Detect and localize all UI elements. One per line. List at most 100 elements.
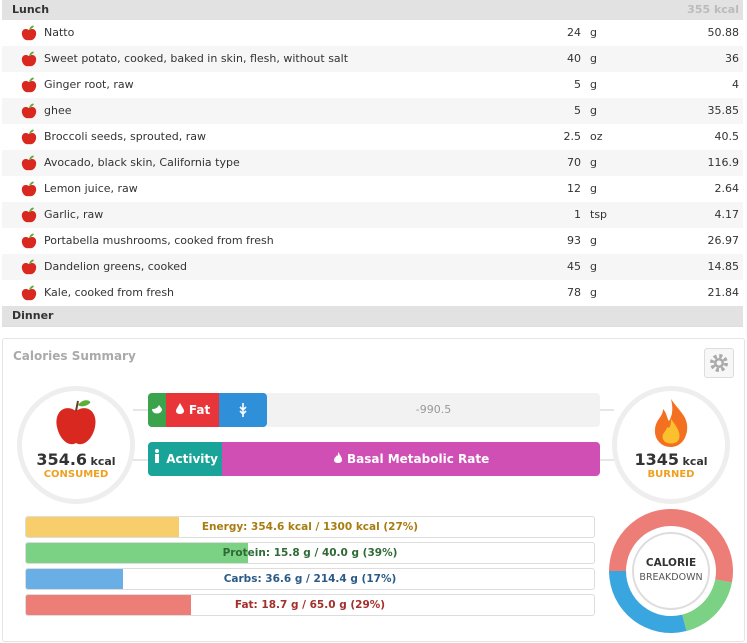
center-label: BREAKDOWN — [639, 572, 702, 583]
food-list: Natto 24 g 50.88 Sweet potato, cooked, baked… — [0, 20, 747, 306]
connector — [598, 459, 614, 461]
calorie-breakdown-chart: CALORIE BREAKDOWN — [609, 508, 733, 633]
apple-leaf — [29, 259, 34, 264]
food-name: Lemon juice, raw — [44, 182, 138, 195]
food-name: Broccoli seeds, sprouted, raw — [44, 130, 206, 143]
donut-segment — [682, 579, 732, 632]
food-row: Ginger root, raw 5 g 4 — [2, 72, 743, 98]
food-kcal: 35.85 — [707, 104, 740, 117]
donut-segment — [609, 508, 733, 583]
apple-leaf — [29, 181, 34, 186]
burned-circle: 1345 kcal BURNED — [612, 386, 730, 504]
apple-icon — [21, 51, 37, 67]
apple-icon — [21, 129, 37, 145]
apple-body — [21, 288, 37, 301]
progress-label: Fat: 18.7 g / 65.0 g (29%) — [234, 599, 386, 611]
food-row: Lemon juice, raw 12 g 2.64 — [2, 176, 743, 202]
button-label: Basal Metabolic Rate — [346, 452, 490, 466]
food-unit: g — [590, 52, 597, 65]
lunch-header: Lunch 355 kcal — [2, 0, 743, 20]
button-label: Fat — [188, 403, 211, 417]
unit: kcal — [90, 455, 116, 468]
icon — [155, 449, 160, 463]
apple-leaf — [29, 285, 34, 290]
settings-button[interactable] — [704, 348, 734, 378]
bmr-button[interactable]: Basal Metabolic Rate — [222, 442, 600, 476]
apple-body — [21, 158, 37, 171]
apple-icon — [21, 259, 37, 275]
icon — [333, 452, 342, 463]
progress-fill — [26, 569, 123, 589]
apple-body — [21, 262, 37, 275]
food-amount: 93 — [567, 234, 581, 247]
food-kcal: 36 — [725, 52, 739, 65]
progress-label: Protein: 15.8 g / 40.0 g (39%) — [222, 547, 398, 559]
apple-icon — [21, 207, 37, 223]
food-kcal: 116.9 — [707, 156, 740, 169]
apple-leaf — [29, 233, 34, 238]
section-title: Dinner — [12, 309, 54, 322]
panel-title: Calories Summary — [13, 349, 136, 363]
progress-fill — [26, 543, 248, 563]
food-unit: oz — [590, 130, 603, 143]
food-row: Sweet potato, cooked, baked in skin, fle… — [2, 46, 743, 72]
connector — [133, 409, 149, 411]
food-amount: 78 — [567, 286, 581, 299]
food-row: Kale, cooked from fresh 78 g 21.84 — [2, 280, 743, 306]
food-name: ghee — [44, 104, 72, 117]
apple-body — [21, 210, 37, 223]
fat-button[interactable]: Fat — [166, 393, 219, 427]
apple-body — [21, 236, 37, 249]
burned-value: 1345 — [634, 450, 679, 469]
apple-icon — [21, 181, 37, 197]
apple-body — [21, 132, 37, 145]
apple-icon — [21, 103, 37, 119]
food-kcal: 21.84 — [707, 286, 740, 299]
food-name: Kale, cooked from fresh — [44, 286, 175, 299]
food-amount: 70 — [567, 156, 581, 169]
food-amount: 24 — [567, 26, 581, 39]
section-title: Lunch — [12, 3, 50, 16]
food-kcal: 50.88 — [707, 26, 740, 39]
food-kcal: 26.97 — [707, 234, 740, 247]
food-name: Sweet potato, cooked, baked in skin, fle… — [44, 52, 349, 65]
apple-leaf — [29, 103, 34, 108]
progress-bar: Energy: 354.6 kcal / 1300 kcal (27%) — [25, 516, 595, 538]
food-unit: g — [590, 26, 597, 39]
apple-leaf — [29, 77, 34, 82]
dinner-header: Dinner — [2, 306, 743, 326]
section-total: 355 kcal — [687, 3, 739, 16]
activity-button[interactable]: Activity — [148, 442, 222, 476]
food-amount: 40 — [567, 52, 581, 65]
food-amount: 45 — [567, 260, 581, 273]
food-name: Garlic, raw — [44, 208, 104, 221]
food-row: Garlic, raw 1 tsp 4.17 — [2, 202, 743, 228]
food-kcal: 14.85 — [707, 260, 740, 273]
food-name: Portabella mushrooms, cooked from fresh — [44, 234, 274, 247]
food-row: Portabella mushrooms, cooked from fresh 9… — [2, 228, 743, 254]
progress-label: Carbs: 36.6 g / 214.4 g (17%) — [223, 573, 397, 585]
food-row: Natto 24 g 50.88 — [2, 20, 743, 46]
apple-icon — [56, 400, 96, 445]
food-unit: g — [590, 260, 597, 273]
food-name: Ginger root, raw — [44, 78, 134, 91]
divider — [2, 326, 743, 327]
protein-button[interactable] — [148, 393, 166, 427]
progress-bar: Fat: 18.7 g / 65.0 g (29%) — [25, 594, 595, 616]
food-row: ghee 5 g 35.85 — [2, 98, 743, 124]
apple-leaf — [29, 51, 34, 56]
progress-bar: Carbs: 36.6 g / 214.4 g (17%) — [25, 568, 595, 590]
apple-leaf — [29, 155, 34, 160]
food-amount: 12 — [567, 182, 581, 195]
apple-body — [21, 106, 37, 119]
carbs-button[interactable] — [219, 393, 267, 427]
summary-panel — [2, 338, 745, 642]
food-kcal: 40.5 — [714, 130, 740, 143]
apple-body — [21, 28, 37, 41]
food-unit: g — [590, 182, 597, 195]
apple-leaf — [29, 129, 34, 134]
food-unit: g — [590, 234, 597, 247]
balance-value: -990.5 — [415, 403, 452, 416]
progress-fill — [26, 595, 191, 615]
apple-body — [21, 54, 37, 67]
